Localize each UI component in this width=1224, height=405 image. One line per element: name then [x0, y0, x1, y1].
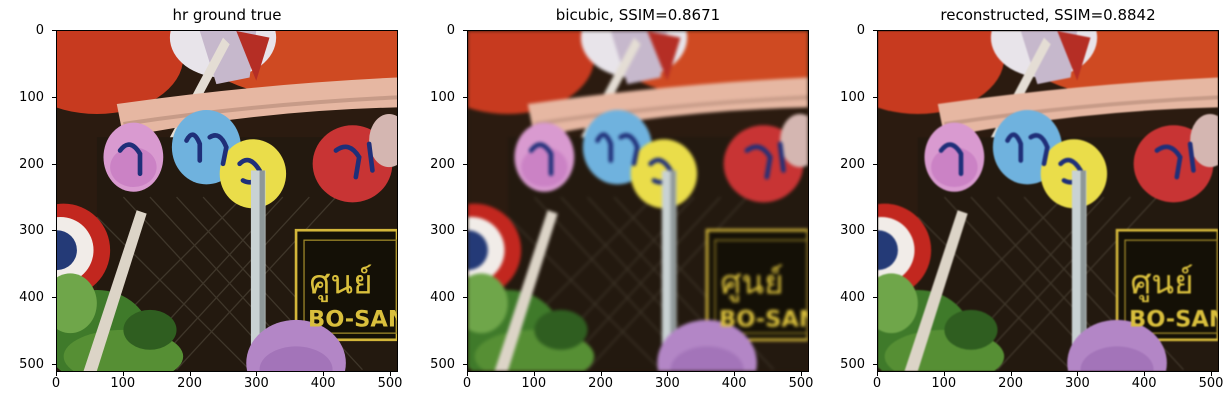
- x-tick-label: 400: [721, 376, 747, 391]
- y-tick-label: 200: [840, 156, 865, 172]
- x-tick-mark: [323, 372, 325, 376]
- x-tick-label: 100: [931, 376, 957, 391]
- sign-latin-text: BO-SAN: [308, 307, 397, 333]
- panel-title: hr ground true: [172, 6, 282, 24]
- image-view: ศูนย์ BO-SAN: [877, 30, 1219, 372]
- y-tick-label: 500: [430, 356, 455, 372]
- sign-latin-text: BO-SAN: [1129, 307, 1218, 333]
- y-tick-mark: [873, 230, 877, 232]
- x-tick-mark: [600, 372, 602, 376]
- sign-latin-text: BO-SAN: [719, 307, 808, 333]
- x-tick-mark: [467, 372, 468, 376]
- y-tick-label: 300: [19, 223, 44, 239]
- y-tick-mark: [52, 163, 56, 165]
- x-tick-label: 300: [243, 376, 269, 391]
- y-tick-label: 0: [35, 23, 44, 38]
- y-tick-mark: [873, 363, 877, 365]
- y-tick-label: 400: [19, 290, 44, 306]
- y-tick-mark: [873, 96, 877, 98]
- y-tick-mark: [463, 30, 467, 31]
- y-tick-mark: [463, 96, 467, 98]
- x-tick-mark: [1077, 372, 1079, 376]
- x-tick-label: 200: [588, 376, 613, 391]
- x-tick-mark: [667, 372, 669, 376]
- y-tick-mark: [52, 30, 56, 31]
- x-tick-mark: [734, 372, 736, 376]
- y-tick-mark: [873, 297, 877, 299]
- x-tick-label: 0: [462, 376, 472, 391]
- x-tick-label: 200: [998, 376, 1023, 391]
- x-tick-label: 400: [310, 376, 336, 391]
- x-tick-label: 300: [1064, 376, 1090, 391]
- y-tick-mark: [52, 96, 56, 98]
- y-tick-label: 500: [19, 356, 44, 372]
- x-tick-label: 100: [521, 376, 547, 391]
- x-tick-label: 300: [654, 376, 680, 391]
- x-tick-label: 500: [788, 376, 814, 391]
- photo-image: ศูนย์ BO-SAN: [878, 31, 1218, 371]
- x-tick-label: 0: [872, 376, 882, 391]
- x-tick-mark: [256, 372, 258, 376]
- y-tick-mark: [873, 163, 877, 165]
- x-tick-mark: [389, 372, 391, 376]
- y-tick-label: 100: [840, 89, 865, 105]
- y-tick-mark: [52, 230, 56, 232]
- x-tick-label: 500: [1198, 376, 1224, 391]
- photo-image: ศูนย์ BO-SAN: [57, 31, 397, 371]
- x-tick-mark: [1144, 372, 1146, 376]
- x-tick-label: 200: [177, 376, 202, 391]
- y-tick-mark: [463, 230, 467, 232]
- y-tick-mark: [52, 363, 56, 365]
- y-tick-label: 200: [19, 156, 44, 172]
- y-tick-label: 200: [430, 156, 455, 172]
- y-tick-label: 0: [446, 23, 455, 38]
- y-tick-label: 300: [840, 223, 865, 239]
- x-tick-mark: [533, 372, 535, 376]
- image-view: ศูนย์ BO-SAN: [56, 30, 398, 372]
- x-tick-mark: [189, 372, 191, 376]
- sign-thai-text: ศูนย์: [309, 262, 372, 302]
- sign-thai-text: ศูนย์: [1130, 262, 1193, 302]
- photo-image: ศูนย์ BO-SAN: [468, 31, 808, 371]
- panel-title: bicubic, SSIM=0.8671: [555, 6, 721, 24]
- y-tick-mark: [463, 163, 467, 165]
- x-tick-mark: [1210, 372, 1212, 376]
- x-tick-mark: [1010, 372, 1012, 376]
- y-tick-label: 400: [430, 290, 455, 306]
- image-panel: bicubic, SSIM=0.8671: [421, 0, 813, 405]
- x-tick-label: 100: [110, 376, 136, 391]
- y-tick-label: 400: [840, 290, 865, 306]
- image-panel: reconstructed, SSIM=0.8842: [831, 0, 1223, 405]
- x-tick-label: 0: [51, 376, 61, 391]
- y-tick-label: 300: [430, 223, 455, 239]
- image-view: ศูนย์ BO-SAN: [467, 30, 809, 372]
- y-tick-mark: [52, 297, 56, 299]
- panel-title: reconstructed, SSIM=0.8842: [940, 6, 1156, 24]
- x-tick-mark: [122, 372, 124, 376]
- y-tick-label: 100: [430, 89, 455, 105]
- x-tick-mark: [943, 372, 945, 376]
- y-tick-mark: [463, 297, 467, 299]
- y-tick-label: 0: [856, 23, 865, 38]
- y-tick-mark: [463, 363, 467, 365]
- x-tick-label: 500: [377, 376, 403, 391]
- y-tick-mark: [873, 30, 877, 31]
- x-tick-mark: [800, 372, 802, 376]
- x-tick-mark: [56, 372, 57, 376]
- sign-thai-text: ศูนย์: [720, 262, 783, 302]
- image-panel: hr ground true: [10, 0, 402, 405]
- x-tick-label: 400: [1131, 376, 1157, 391]
- y-tick-label: 500: [840, 356, 865, 372]
- y-tick-label: 100: [19, 89, 44, 105]
- x-tick-mark: [877, 372, 878, 376]
